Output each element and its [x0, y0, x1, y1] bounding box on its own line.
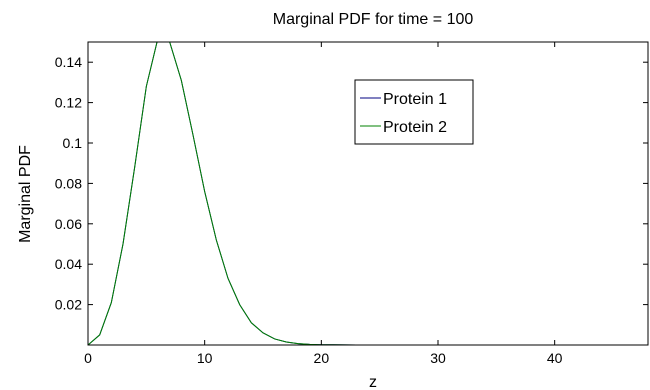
- x-tick-label: 40: [547, 350, 563, 366]
- y-axis-label: Marginal PDF: [17, 145, 34, 243]
- axes-layer: 0 10 20 30 40 0.02 0.04 0.06 0.08 0.1 0.12 0.14: [55, 41, 649, 366]
- series-layer: [88, 42, 648, 345]
- y-tick-label: 0.04: [55, 256, 82, 272]
- y-tick-label: 0.06: [55, 216, 82, 232]
- x-tick-label: 10: [197, 350, 213, 366]
- y-tick-label: 0.14: [55, 54, 82, 70]
- chart-title: Marginal PDF for time = 100: [273, 11, 474, 28]
- x-axis-label: z: [369, 374, 377, 390]
- plot-frame: [87, 41, 649, 346]
- x-tick-label: 30: [430, 350, 446, 366]
- x-tick-label: 20: [314, 350, 330, 366]
- series-line-2: [88, 42, 648, 345]
- y-tick-label: 0.1: [63, 135, 83, 151]
- legend-box: [354, 79, 474, 145]
- y-tick-label: 0.08: [55, 175, 82, 191]
- legend-label: Protein 2: [383, 119, 447, 136]
- legend-label: Protein 1: [383, 91, 447, 108]
- x-tick-label: 0: [84, 350, 92, 366]
- y-tick-label: 0.02: [55, 297, 82, 313]
- y-tick-label: 0.12: [55, 95, 82, 111]
- legend: Protein 1 Protein 2: [354, 79, 474, 145]
